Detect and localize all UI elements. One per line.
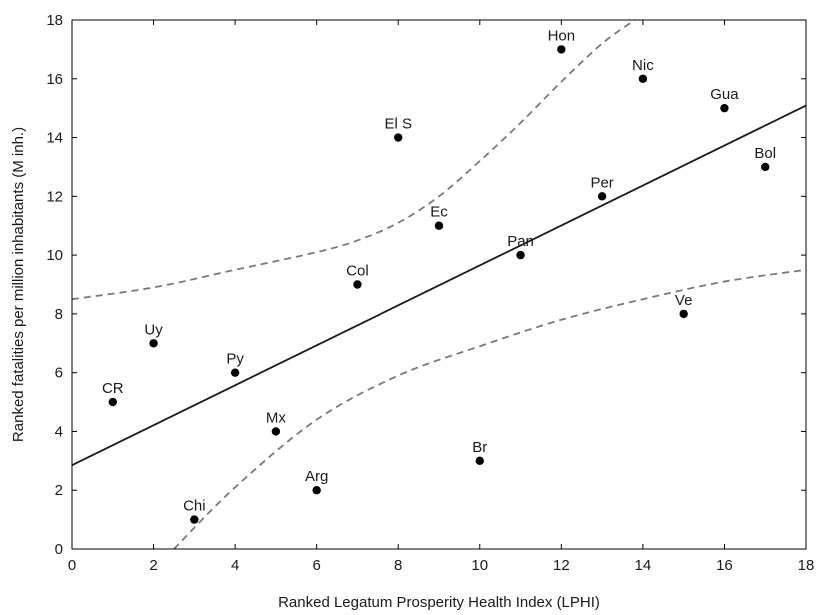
point-label: Col (346, 263, 369, 280)
y-tick-label: 8 (55, 306, 63, 323)
x-tick-label: 16 (716, 557, 733, 574)
x-tick-label: 12 (553, 557, 570, 574)
data-point (190, 515, 199, 524)
x-tick-label: 4 (231, 557, 239, 574)
data-point (761, 162, 770, 172)
y-tick-label: 14 (46, 130, 63, 147)
lower-confidence-curve (173, 268, 806, 549)
y-tick-label: 0 (55, 541, 63, 558)
point-label: Nic (632, 57, 654, 74)
data-point (108, 397, 117, 407)
x-tick-label: 6 (312, 557, 320, 574)
data-point (516, 250, 525, 260)
data-point (475, 456, 484, 466)
data-points: CR Uy Chi Py Mx Arg Col El S Ec Br Pan Hon Per Nic Ve G… (102, 27, 776, 524)
y-tick-label: 12 (46, 188, 63, 205)
point-label: Bol (754, 145, 776, 162)
regression-line-group (71, 104, 807, 467)
point-label: Chi (183, 498, 206, 515)
y-tick-label: 16 (46, 71, 63, 88)
data-point (394, 133, 403, 142)
x-axis-label: Ranked Legatum Prosperity Health Index (… (278, 594, 600, 611)
confidence-band (72, 20, 806, 549)
data-point (557, 45, 566, 54)
point-label: Br (472, 439, 487, 456)
data-point (312, 486, 321, 495)
data-point (434, 221, 444, 230)
x-tick-label: 18 (798, 557, 815, 574)
x-tick-label: 10 (471, 557, 488, 574)
data-point (597, 192, 607, 201)
data-point (230, 368, 240, 377)
regression-line (71, 104, 807, 467)
point-label: Hon (548, 27, 576, 44)
data-point (638, 74, 648, 83)
data-point (720, 103, 729, 113)
upper-confidence-curve (72, 20, 636, 301)
point-label: Arg (305, 468, 328, 485)
y-tick-label: 10 (46, 247, 63, 264)
point-label: Gua (710, 86, 739, 103)
x-tick-label: 0 (68, 557, 76, 574)
data-point (679, 309, 688, 319)
x-tick-label: 2 (149, 557, 157, 574)
y-tick-label: 18 (46, 12, 63, 29)
point-label: CR (102, 380, 124, 397)
axes: 0 2 4 6 8 10 12 14 16 18 0 2 4 6 8 10 12 14 16 18 (46, 12, 814, 574)
y-axis-label: Ranked fatalities per million inhabitant… (10, 127, 27, 442)
y-tick-label: 2 (55, 482, 63, 499)
point-label: Pan (507, 233, 534, 250)
point-label: Ec (430, 204, 448, 221)
point-label: Py (226, 351, 244, 368)
data-point (353, 280, 362, 289)
y-tick-label: 6 (55, 365, 63, 382)
data-point (149, 339, 158, 348)
plot-frame (71, 19, 807, 550)
point-label: El S (384, 116, 412, 133)
point-label: Uy (144, 321, 163, 338)
point-label: Per (590, 174, 613, 191)
point-label: Mx (266, 409, 286, 426)
y-tick-label: 4 (55, 423, 63, 440)
point-label: Ve (675, 292, 693, 309)
data-point (271, 427, 281, 436)
x-tick-label: 14 (635, 557, 652, 574)
x-tick-label: 8 (394, 557, 402, 574)
